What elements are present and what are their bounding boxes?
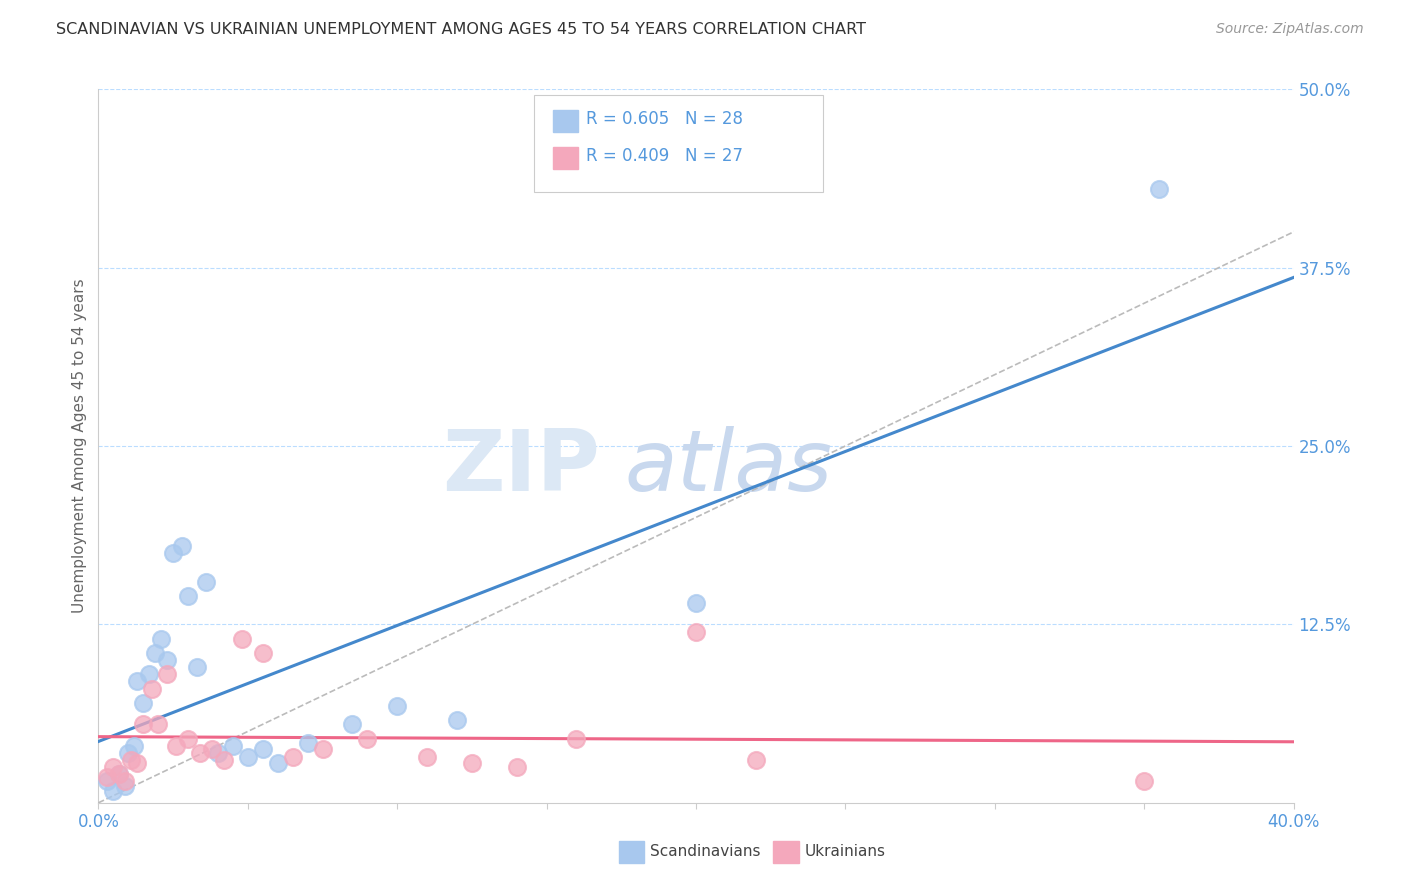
Point	[685, 596, 707, 610]
Point	[108, 767, 131, 781]
Point	[1133, 774, 1156, 789]
Point	[565, 731, 588, 746]
Point	[141, 681, 163, 696]
Point	[132, 717, 155, 731]
Point	[342, 717, 364, 731]
Point	[252, 646, 274, 660]
Point	[148, 717, 170, 731]
Point	[416, 750, 439, 764]
Point	[212, 753, 235, 767]
Point	[311, 741, 333, 756]
Point	[446, 713, 468, 727]
Point	[132, 696, 155, 710]
Point	[506, 760, 529, 774]
Text: ZIP: ZIP	[443, 425, 600, 509]
Point	[114, 774, 136, 789]
Point	[1147, 182, 1170, 196]
Y-axis label: Unemployment Among Ages 45 to 54 years: Unemployment Among Ages 45 to 54 years	[72, 278, 87, 614]
Text: R = 0.409   N = 27: R = 0.409 N = 27	[586, 147, 744, 165]
Point	[114, 779, 136, 793]
Text: atlas: atlas	[624, 425, 832, 509]
Point	[745, 753, 768, 767]
Point	[120, 753, 142, 767]
Point	[267, 756, 290, 770]
Point	[207, 746, 229, 760]
Point	[172, 539, 194, 553]
Point	[281, 750, 304, 764]
Point	[177, 589, 200, 603]
Point	[461, 756, 484, 770]
Text: Source: ZipAtlas.com: Source: ZipAtlas.com	[1216, 22, 1364, 37]
Point	[103, 784, 125, 798]
Point	[96, 774, 118, 789]
Point	[143, 646, 166, 660]
Point	[236, 750, 259, 764]
Point	[103, 760, 125, 774]
Point	[127, 756, 149, 770]
Point	[156, 667, 179, 681]
Point	[124, 739, 146, 753]
Point	[297, 736, 319, 750]
Point	[685, 624, 707, 639]
Point	[165, 739, 187, 753]
Point	[201, 741, 224, 756]
Point	[117, 746, 139, 760]
Point	[188, 746, 211, 760]
Point	[356, 731, 378, 746]
Text: Scandinavians: Scandinavians	[650, 845, 761, 859]
Point	[385, 698, 409, 713]
Point	[162, 546, 184, 560]
Point	[108, 767, 131, 781]
Point	[156, 653, 179, 667]
Point	[252, 741, 274, 756]
Text: R = 0.605   N = 28: R = 0.605 N = 28	[586, 110, 744, 128]
Point	[96, 770, 118, 784]
Point	[150, 632, 173, 646]
Point	[231, 632, 253, 646]
Point	[138, 667, 160, 681]
Point	[186, 660, 208, 674]
Point	[177, 731, 200, 746]
Point	[127, 674, 149, 689]
Text: Ukrainians: Ukrainians	[804, 845, 886, 859]
Point	[195, 574, 218, 589]
Text: SCANDINAVIAN VS UKRAINIAN UNEMPLOYMENT AMONG AGES 45 TO 54 YEARS CORRELATION CHA: SCANDINAVIAN VS UKRAINIAN UNEMPLOYMENT A…	[56, 22, 866, 37]
Point	[222, 739, 245, 753]
